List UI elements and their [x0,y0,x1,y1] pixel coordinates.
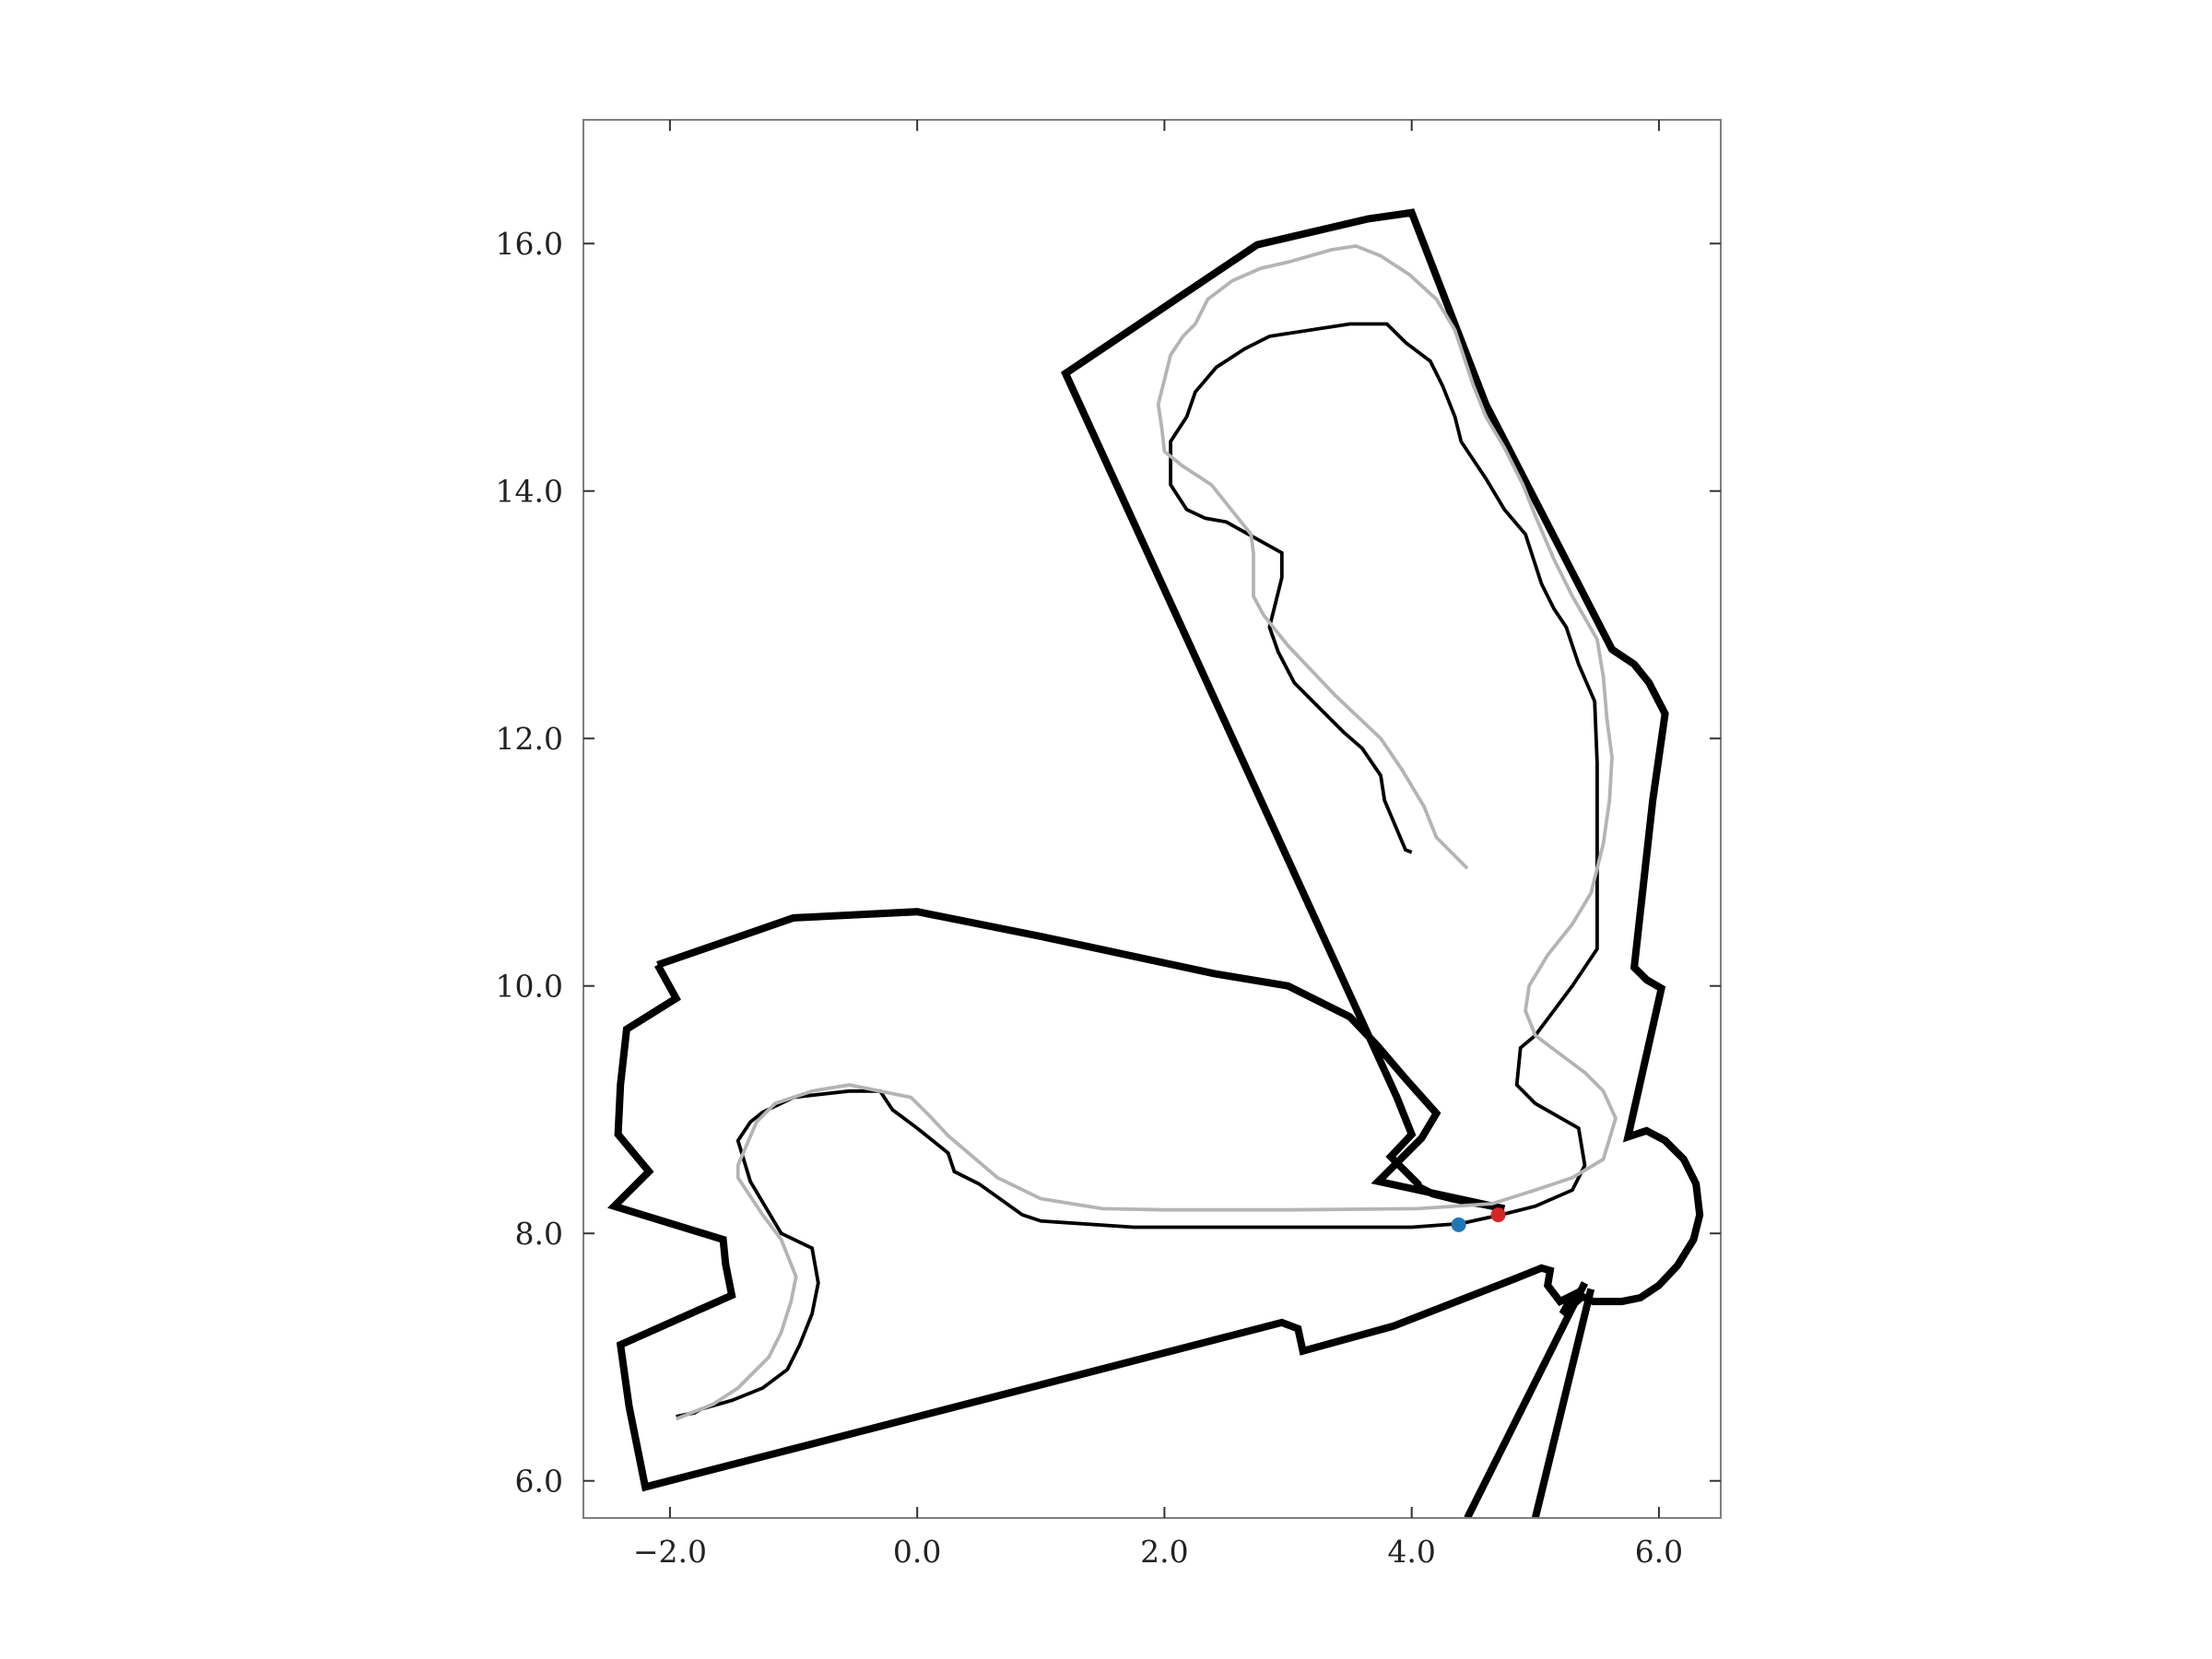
points-layer [1451,1207,1506,1232]
path_black-line-3 [676,322,1599,1418]
blue-point [1451,1217,1466,1232]
y-tick-label: 8.0 [515,1216,563,1252]
y-tick-label: 16.0 [496,226,563,262]
x-tick-label: 0.0 [893,1534,941,1570]
ticks-layer: −2.0 0.0 2.0 4.0 6.0 6.0 8.0 10.0 12.0 14.0 16.0 [496,120,1721,1570]
y-tick-label: 10.0 [496,969,563,1005]
plot-frame [582,119,1722,1519]
boundary-line-1 [1464,1281,1589,1518]
x-tick-label: 6.0 [1635,1534,1683,1570]
x-tick-label: 2.0 [1140,1534,1188,1570]
path_gray-line-4 [675,243,1618,1421]
x-tick-label: 4.0 [1387,1534,1435,1570]
series-layer [606,208,1704,1518]
red-point [1490,1207,1506,1223]
y-tick-label: 6.0 [515,1464,563,1500]
y-tick-label: 14.0 [496,474,563,510]
y-tick-label: 12.0 [496,721,563,757]
boundary-line-0 [606,208,1704,1492]
x-tick-label: −2.0 [633,1534,707,1570]
boundary-line-2 [1531,1288,1595,1518]
